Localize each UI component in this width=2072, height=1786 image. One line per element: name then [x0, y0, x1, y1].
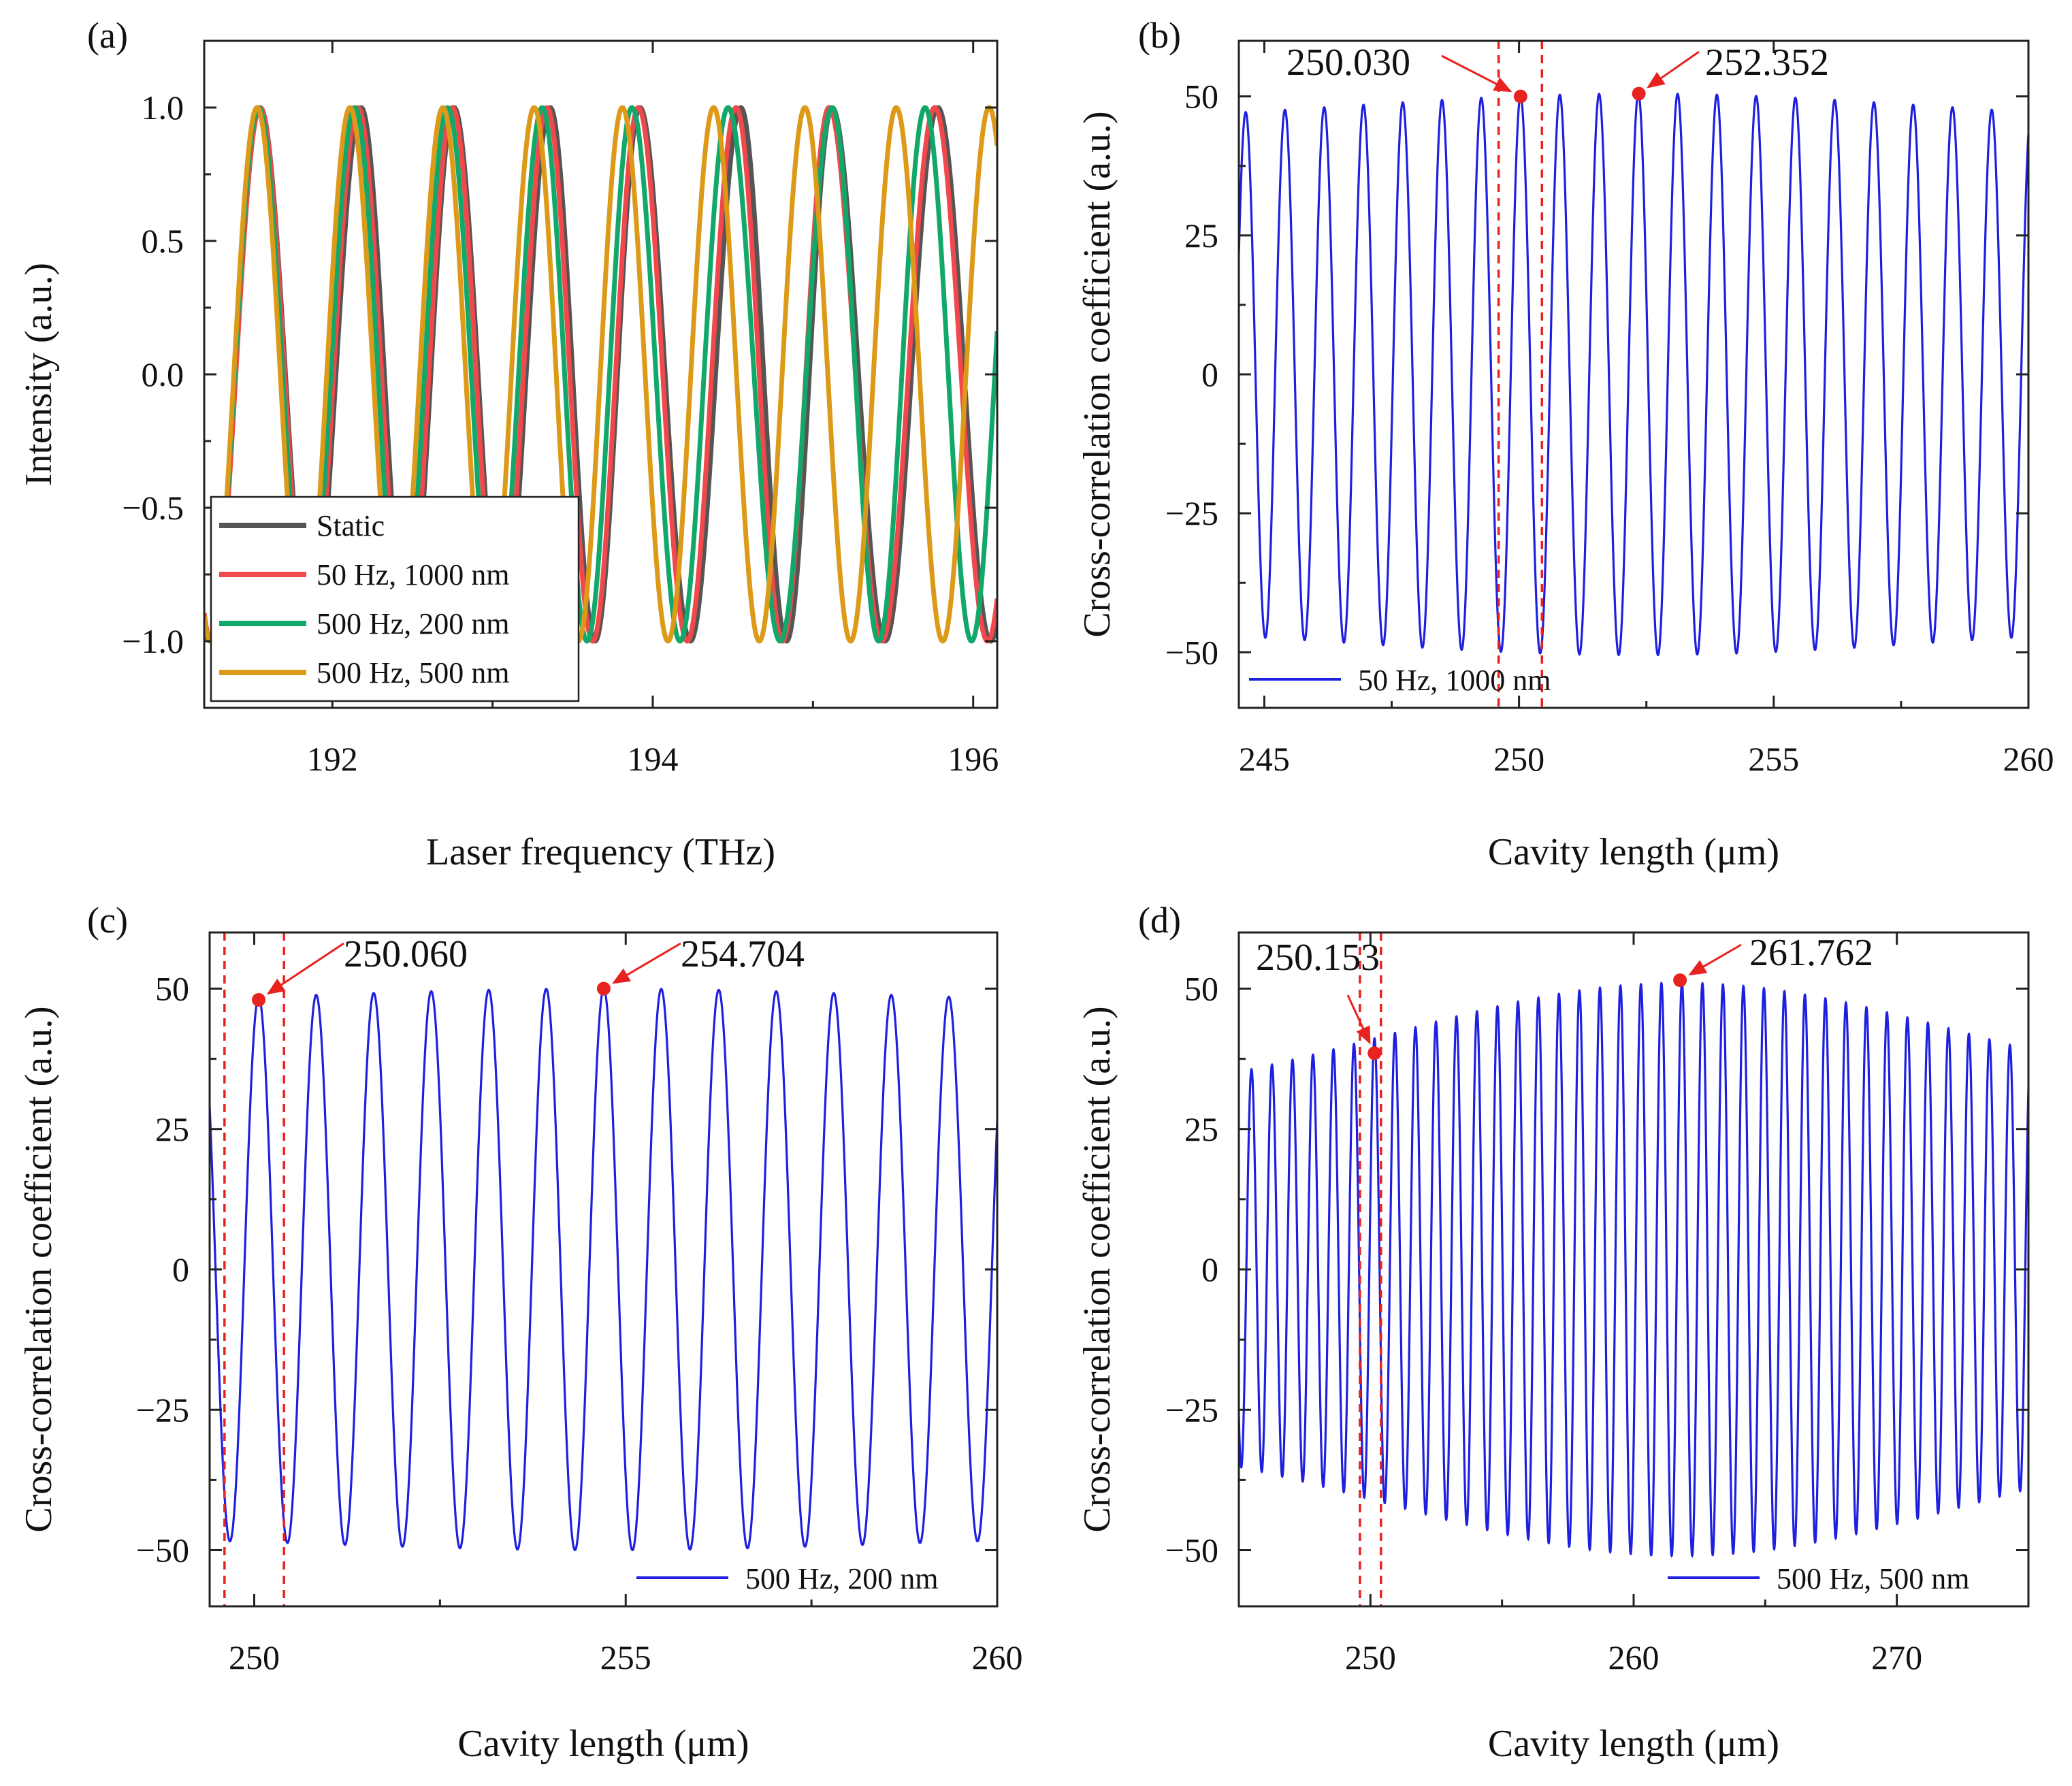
peak-annotation-label: 261.762 [1749, 932, 1873, 974]
panel-label: (d) [1138, 900, 1181, 941]
x-tick-label: 260 [2003, 740, 2054, 778]
y-tick-label: 1.0 [142, 88, 184, 127]
x-tick-label: 245 [1239, 740, 1290, 778]
x-tick-label: 250 [229, 1638, 280, 1676]
y-tick-label: 25 [1184, 216, 1218, 255]
y-axis-label: Cross-correlation coefficient (a.u.) [1076, 1006, 1118, 1532]
series-group [204, 105, 997, 644]
annotation-arrowhead [1647, 71, 1666, 88]
correlation-line [1239, 980, 2028, 1558]
x-tick-label: 260 [1608, 1638, 1660, 1676]
legend-entry-label: 500 Hz, 200 nm [745, 1562, 939, 1595]
peak-annotation-label: 250.153 [1256, 937, 1380, 979]
annotation-arrow [1653, 50, 1700, 84]
x-tick-label: 255 [600, 1638, 651, 1676]
y-tick-label: 0.0 [142, 355, 184, 393]
x-tick-label: 192 [307, 740, 358, 778]
panel-a: 192 194 196 1.0 0.5 0.0 −0.5 −1.0 Laser frequenc… [18, 15, 999, 873]
y-tick-label: −0.5 [122, 489, 184, 527]
annotation-arrowhead [1493, 77, 1512, 93]
x-axis-label: Laser frequency (THz) [426, 831, 775, 873]
y-tick-label: −25 [1165, 1391, 1218, 1429]
plot-frame [208, 931, 999, 1608]
annotation-arrowhead [1356, 1025, 1371, 1045]
y-tick-label: 0 [1201, 355, 1218, 393]
peak-annotation-label: 250.060 [344, 933, 468, 975]
annotation-arrowhead [266, 978, 286, 995]
peak-marker [252, 993, 266, 1007]
correlation-line [210, 987, 997, 1551]
x-tick-label: 194 [627, 740, 678, 778]
legend-entry-label: 500 Hz, 500 nm [317, 656, 510, 689]
y-tick-label: −50 [136, 1531, 189, 1570]
correlation-line [1239, 92, 2028, 657]
x-axis-label: Cavity length (μm) [457, 1723, 749, 1765]
annotation-arrowhead [1688, 960, 1708, 976]
y-tick-label: 25 [1184, 1110, 1218, 1148]
x-tick-label: 250 [1345, 1638, 1396, 1676]
y-axis-label: Cross-correlation coefficient (a.u.) [18, 1006, 60, 1532]
annotation-arrow [274, 942, 344, 990]
peak-marker [1673, 973, 1687, 988]
annotation-arrow [1696, 943, 1742, 972]
x-tick-label: 270 [1871, 1638, 1922, 1676]
y-axis-label: Cross-correlation coefficient (a.u.) [1076, 111, 1118, 637]
y-tick-label: −50 [1165, 1531, 1218, 1570]
peak-marker [1513, 89, 1527, 103]
y-tick-label: −1.0 [122, 622, 184, 660]
peak-annotation-label: 252.352 [1705, 42, 1829, 84]
annotation-arrow [619, 942, 681, 980]
series-line-4 [204, 105, 997, 644]
x-tick-label: 250 [1493, 740, 1544, 778]
peak-annotation-label: 254.704 [681, 933, 805, 975]
legend-entry-label: 500 Hz, 500 nm [1777, 1562, 1970, 1595]
y-tick-label: 0 [172, 1250, 189, 1288]
x-axis-label: Cavity length (μm) [1488, 1723, 1779, 1765]
y-tick-label: 0.5 [142, 222, 184, 260]
y-tick-label: 50 [1184, 78, 1218, 116]
x-axis-label: Cavity length (μm) [1488, 831, 1779, 873]
panel-label: (b) [1138, 15, 1181, 56]
x-tick-label: 260 [972, 1638, 1023, 1676]
y-tick-label: 25 [155, 1110, 189, 1148]
peak-marker [1367, 1046, 1382, 1060]
y-tick-label: 0 [1201, 1250, 1218, 1288]
panel-label: (c) [87, 900, 128, 941]
x-tick-label: 196 [948, 740, 999, 778]
annotation-arrow [1441, 54, 1504, 89]
panel-label: (a) [87, 15, 128, 56]
y-tick-label: 50 [155, 970, 189, 1008]
peak-marker [1632, 86, 1646, 101]
legend-box [210, 496, 580, 702]
y-tick-label: −50 [1165, 633, 1218, 671]
annotation-arrowhead [612, 968, 631, 984]
peak-marker [596, 981, 611, 996]
y-tick-label: −25 [1165, 494, 1218, 532]
legend-entry-label: 50 Hz, 1000 nm [1358, 664, 1551, 697]
y-tick-label: −25 [136, 1391, 189, 1429]
peak-annotation-label: 250.030 [1286, 42, 1410, 84]
legend-entry-label: Static [317, 509, 385, 542]
x-tick-label: 255 [1748, 740, 1799, 778]
y-axis-label: Intensity (a.u.) [18, 263, 60, 486]
legend-entry-label: 500 Hz, 200 nm [317, 607, 510, 640]
legend-entry-label: 50 Hz, 1000 nm [317, 558, 510, 591]
y-tick-label: 50 [1184, 970, 1218, 1008]
